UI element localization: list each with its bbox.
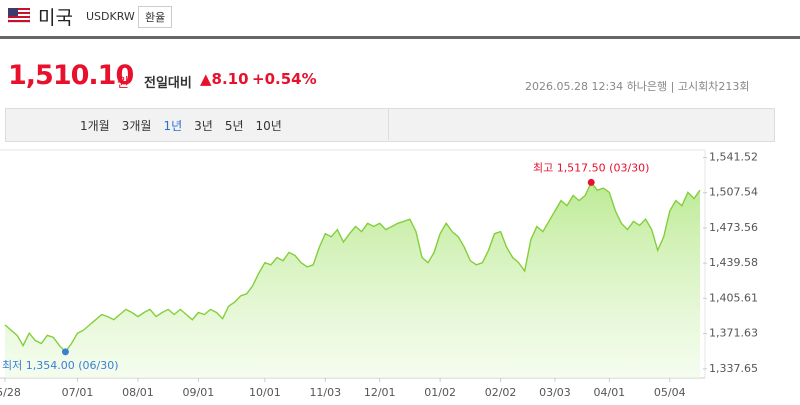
bank: 하나은행 <box>626 80 668 93</box>
code: USDKRW <box>86 10 135 23</box>
tab-sep <box>388 108 389 140</box>
price-unit: 원 <box>117 76 129 91</box>
line <box>4 181 701 353</box>
x-tick-label: 07/01 <box>62 386 94 399</box>
x-tick-label: 09/01 <box>183 386 215 399</box>
rate-button[interactable]: 환율 <box>138 6 173 28</box>
tab[interactable]: 10년 <box>255 119 282 133</box>
x-tick-label: 02/02 <box>485 386 517 399</box>
datetime: 2026.05.28 12:34 <box>525 80 624 93</box>
tabs: 1개월 3개월 1년 3년 5년 10년 <box>80 117 294 134</box>
x-tick-label: 03/03 <box>539 386 571 399</box>
x-tick-label: 08/01 <box>122 386 154 399</box>
tab[interactable]: 3년 <box>194 119 213 133</box>
y-tick-label: 1,405.61 <box>709 291 758 304</box>
country: 미국 <box>38 7 73 29</box>
tab-bar <box>5 108 775 142</box>
tab[interactable]: 5년 <box>224 119 244 133</box>
x-tick-label: 11/03 <box>309 386 341 399</box>
divider <box>0 36 800 39</box>
x-tick-label: 10/01 <box>249 386 281 399</box>
tab[interactable]: 1년 <box>163 119 183 133</box>
round: 고시회차213회 <box>677 80 750 93</box>
tab[interactable]: 3개월 <box>121 119 152 133</box>
flag-icon <box>8 8 30 23</box>
change: ▲8.10 <box>200 70 249 88</box>
info: 2026.05.28 12:34 하나은행 | 고시회차213회 <box>525 80 750 93</box>
low-point <box>61 348 69 356</box>
y-tick-label: 1,507.54 <box>709 186 758 199</box>
tab[interactable]: 1개월 <box>80 119 110 133</box>
x-tick-label: 04/01 <box>593 386 625 399</box>
high-point <box>587 178 595 186</box>
area <box>5 182 700 378</box>
x-tick-label: 05/28 <box>0 386 21 399</box>
x-tick-label: 01/02 <box>424 386 456 399</box>
high-label: 최고 1,517.50 (03/30) <box>533 161 650 174</box>
price: 1,510.10 <box>8 60 134 91</box>
chart: 1,337.65 1,371.63 1,405.61 1,439.58 1,473.56… <box>0 149 758 399</box>
compare-label: 전일대비 <box>144 76 192 91</box>
x-tick-label: 12/01 <box>364 386 396 399</box>
x-tick-label: 05/04 <box>654 386 686 399</box>
y-tick-label: 1,541.52 <box>709 151 758 164</box>
y-tick-label: 1,371.63 <box>709 327 758 340</box>
change-pct: +0.54% <box>252 70 317 88</box>
y-tick-label: 1,337.65 <box>709 362 758 375</box>
low-label: 최저 1,354.00 (06/30) <box>2 359 119 372</box>
y-tick-label: 1,473.56 <box>709 221 758 234</box>
y-tick-label: 1,439.58 <box>709 256 758 269</box>
